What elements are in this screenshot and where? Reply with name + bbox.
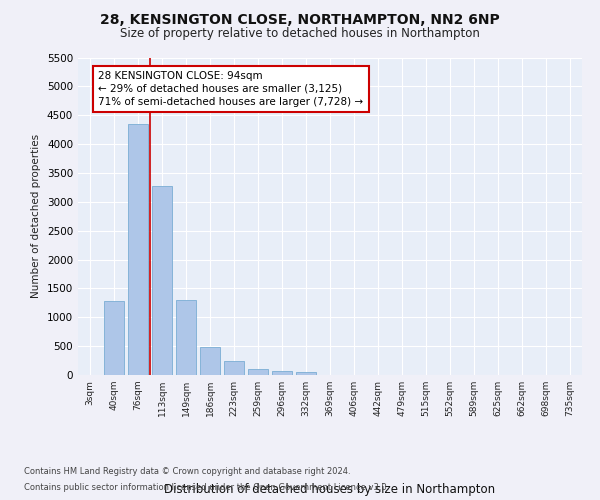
Text: 28 KENSINGTON CLOSE: 94sqm
← 29% of detached houses are smaller (3,125)
71% of s: 28 KENSINGTON CLOSE: 94sqm ← 29% of deta… <box>98 71 364 107</box>
Text: Contains HM Land Registry data © Crown copyright and database right 2024.: Contains HM Land Registry data © Crown c… <box>24 467 350 476</box>
Bar <box>272 370 292 375</box>
Bar <box>200 346 220 375</box>
Bar <box>248 369 268 375</box>
Bar <box>128 124 148 375</box>
Text: Contains public sector information licensed under the Open Government Licence v3: Contains public sector information licen… <box>24 483 389 492</box>
Text: 28, KENSINGTON CLOSE, NORTHAMPTON, NN2 6NP: 28, KENSINGTON CLOSE, NORTHAMPTON, NN2 6… <box>100 12 500 26</box>
Text: Size of property relative to detached houses in Northampton: Size of property relative to detached ho… <box>120 28 480 40</box>
Y-axis label: Number of detached properties: Number of detached properties <box>31 134 41 298</box>
Bar <box>104 302 124 375</box>
Bar <box>296 372 316 375</box>
Bar <box>176 300 196 375</box>
X-axis label: Distribution of detached houses by size in Northampton: Distribution of detached houses by size … <box>164 483 496 496</box>
Bar <box>224 362 244 375</box>
Bar <box>152 186 172 375</box>
